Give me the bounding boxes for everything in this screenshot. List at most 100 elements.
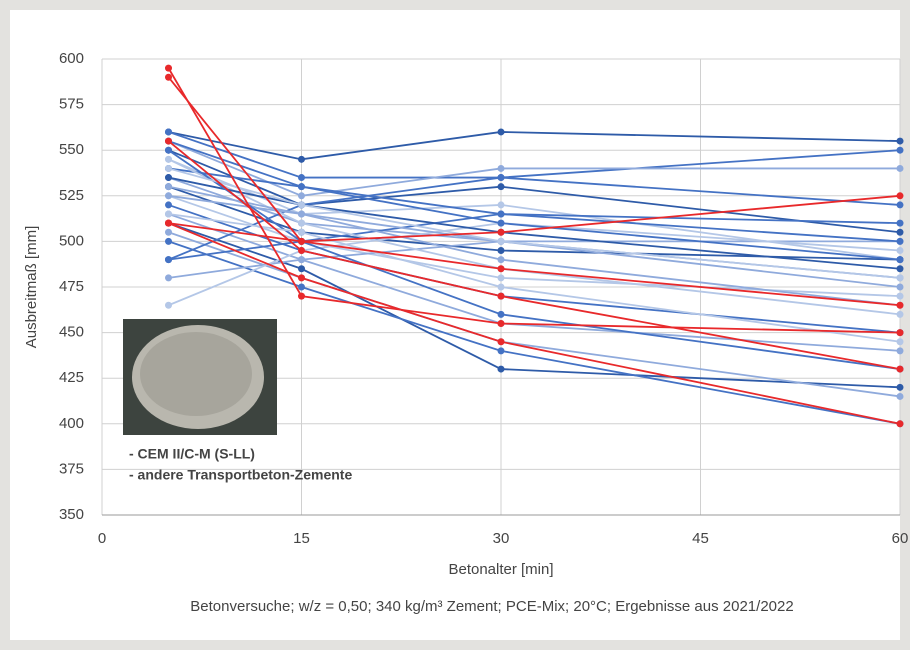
y-tick-label: 450 xyxy=(59,324,84,341)
data-point xyxy=(896,283,904,291)
data-point xyxy=(896,137,904,145)
data-point xyxy=(497,365,505,373)
data-point xyxy=(298,155,305,163)
data-point xyxy=(497,219,505,227)
data-point xyxy=(896,164,904,172)
annotation: - CEM II/C-M (S-LL) xyxy=(129,446,255,462)
series-line xyxy=(168,140,900,197)
annotation: - andere Transportbeton-Zemente xyxy=(129,467,352,483)
data-point xyxy=(896,392,904,400)
data-point xyxy=(165,128,172,136)
series-line xyxy=(168,185,901,288)
data-point xyxy=(298,201,305,209)
data-point xyxy=(896,347,904,355)
data-point xyxy=(896,292,904,300)
data-point xyxy=(298,247,305,255)
series-line xyxy=(168,131,901,179)
y-tick-label: 600 xyxy=(59,50,84,67)
series-line xyxy=(168,167,901,279)
data-point xyxy=(165,164,172,172)
data-point xyxy=(298,228,305,236)
data-point xyxy=(165,301,172,309)
data-point xyxy=(896,301,904,309)
data-point xyxy=(497,338,505,346)
data-point xyxy=(497,237,505,245)
series-line xyxy=(168,213,901,352)
data-point xyxy=(165,137,172,145)
data-point xyxy=(298,210,305,218)
data-point xyxy=(298,192,305,200)
data-point xyxy=(165,210,172,218)
series-line xyxy=(168,176,901,270)
data-point xyxy=(497,228,505,236)
data-point xyxy=(896,146,904,154)
series-line xyxy=(168,167,901,225)
series-line xyxy=(168,185,901,261)
photo xyxy=(123,319,277,435)
data-point xyxy=(497,164,505,172)
y-axis-label: Ausbreitmaß [mm] xyxy=(23,226,40,349)
data-point xyxy=(165,237,172,245)
data-point xyxy=(497,265,505,273)
data-point xyxy=(298,274,305,282)
data-point xyxy=(497,319,505,327)
plot xyxy=(165,64,904,428)
data-point xyxy=(497,183,505,191)
data-point xyxy=(896,219,904,227)
data-point xyxy=(896,383,904,391)
series-line xyxy=(168,213,901,343)
series-line xyxy=(168,222,901,425)
data-point xyxy=(497,201,505,209)
data-point xyxy=(298,283,305,291)
data-point xyxy=(497,274,505,282)
y-tick-label: 575 xyxy=(59,96,84,113)
x-tick-label: 30 xyxy=(493,530,510,547)
data-point xyxy=(497,128,505,136)
data-point xyxy=(298,256,305,264)
data-point xyxy=(165,174,172,182)
photo-concrete-inner xyxy=(140,332,252,416)
x-tick-label: 15 xyxy=(293,530,310,547)
data-point xyxy=(896,247,904,255)
data-point xyxy=(298,174,305,182)
series-line xyxy=(168,131,901,161)
y-tick-label: 400 xyxy=(59,415,84,432)
series-line xyxy=(168,240,901,425)
data-point xyxy=(497,174,505,182)
y-tick-label: 350 xyxy=(59,506,84,523)
x-tick-label: 60 xyxy=(892,530,909,547)
data-point xyxy=(298,237,305,245)
data-point xyxy=(165,228,172,236)
series-line xyxy=(168,222,901,307)
y-tick-label: 550 xyxy=(59,141,84,158)
data-point xyxy=(896,228,904,236)
series-line xyxy=(168,140,901,261)
data-point xyxy=(298,219,305,227)
y-tick-label: 425 xyxy=(59,369,84,386)
data-point xyxy=(896,192,904,200)
data-point xyxy=(896,420,904,428)
data-point xyxy=(165,183,172,191)
data-point xyxy=(896,265,904,273)
y-tick-label: 475 xyxy=(59,278,84,295)
data-point xyxy=(165,219,172,227)
caption: Betonversuche; w/z = 0,50; 340 kg/m³ Zem… xyxy=(190,598,793,615)
data-point xyxy=(896,256,904,264)
series-line xyxy=(167,140,901,370)
data-point xyxy=(497,292,505,300)
data-point xyxy=(497,210,505,218)
data-point xyxy=(896,237,904,245)
data-point xyxy=(896,201,904,209)
series-line xyxy=(167,76,901,243)
data-point xyxy=(165,256,172,264)
data-point xyxy=(298,292,305,300)
data-point xyxy=(497,310,505,318)
y-tick-label: 525 xyxy=(59,187,84,204)
data-point xyxy=(896,338,904,346)
data-point xyxy=(165,64,172,72)
data-point xyxy=(896,329,904,337)
data-point xyxy=(896,365,904,373)
data-point xyxy=(165,155,172,163)
data-point xyxy=(497,256,505,264)
